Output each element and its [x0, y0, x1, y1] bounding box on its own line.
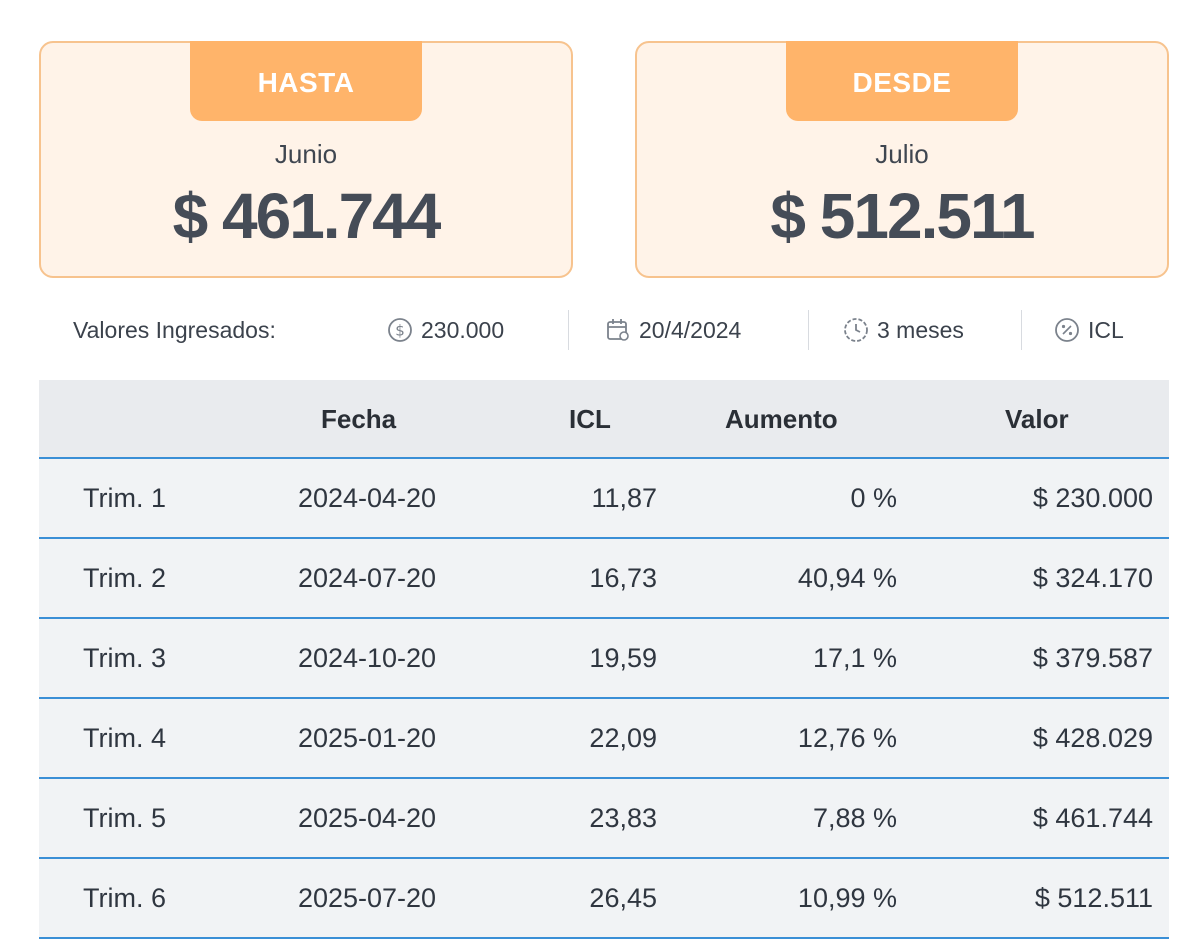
cell-aumento: 12,76 %	[797, 723, 897, 753]
cell-icl: 11,87	[591, 483, 657, 513]
table-row: Trim. 6 2025-07-20 26,45 10,99 % $ 512.5…	[39, 859, 1169, 939]
amount-value: 230.000	[421, 316, 505, 343]
table-row: Trim. 2 2024-07-20 16,73 40,94 % $ 324.1…	[39, 539, 1169, 619]
cell-period: Trim. 5	[83, 803, 166, 833]
divider	[568, 310, 569, 350]
hasta-card: HASTA Junio $ 461.744	[39, 41, 573, 278]
desde-tag: DESDE	[786, 41, 1018, 121]
cell-period: Trim. 2	[83, 563, 166, 593]
period-value: 3 meses	[877, 316, 964, 343]
date-value: 20/4/2024	[639, 316, 742, 343]
desde-month: Julio	[875, 139, 929, 169]
cell-period: Trim. 6	[83, 883, 166, 913]
cell-valor: $ 379.587	[1032, 643, 1153, 673]
cell-icl: 16,73	[589, 563, 657, 593]
amount-chip: $ 230.000	[387, 317, 504, 344]
hasta-tag: HASTA	[190, 41, 422, 121]
index-chip: ICL	[1054, 317, 1124, 344]
cell-aumento: 40,94 %	[797, 563, 897, 593]
cell-valor: $ 230.000	[1032, 483, 1153, 513]
table-row: Trim. 5 2025-04-20 23,83 7,88 % $ 461.74…	[39, 779, 1169, 859]
cell-period: Trim. 1	[83, 483, 166, 513]
dollar-circle-icon: $	[388, 318, 412, 342]
cell-icl: 19,59	[589, 643, 657, 673]
cell-valor: $ 512.511	[1034, 883, 1153, 913]
desde-amount: $ 512.511	[770, 180, 1035, 252]
cell-fecha: 2024-07-20	[297, 563, 437, 593]
cell-fecha: 2025-01-20	[297, 723, 437, 753]
cell-valor: $ 461.744	[1032, 803, 1153, 833]
column-header-fecha: Fecha	[321, 404, 397, 434]
period-chip: 3 meses	[843, 317, 964, 344]
cell-aumento: 10,99 %	[797, 883, 897, 913]
cell-aumento: 7,88 %	[812, 803, 897, 833]
results-table: Fecha ICL Aumento Valor Trim. 1 2024-04-…	[39, 380, 1169, 939]
table-row: Trim. 3 2024-10-20 19,59 17,1 % $ 379.58…	[39, 619, 1169, 699]
hasta-month: Junio	[274, 139, 338, 169]
column-header-valor: Valor	[1005, 404, 1069, 434]
cell-fecha: 2025-07-20	[297, 883, 437, 913]
input-values-label: Valores Ingresados:	[73, 316, 276, 343]
cell-icl: 26,45	[589, 883, 657, 913]
divider	[808, 310, 809, 350]
clock-icon	[844, 318, 868, 342]
input-values-bar: Valores Ingresados: $ 230.000 20/4/2024 …	[39, 306, 1169, 354]
desde-card: DESDE Julio $ 512.511	[635, 41, 1169, 278]
calendar-icon	[607, 319, 629, 341]
column-header-icl: ICL	[569, 404, 611, 434]
cell-fecha: 2024-04-20	[297, 483, 437, 513]
table-row: Trim. 4 2025-01-20 22,09 12,76 % $ 428.0…	[39, 699, 1169, 779]
hasta-amount: $ 461.744	[172, 180, 442, 252]
table-header: Fecha ICL Aumento Valor	[39, 380, 1169, 459]
column-header-aumento: Aumento	[725, 404, 838, 434]
cell-period: Trim. 4	[83, 723, 166, 753]
percent-circle-icon	[1055, 318, 1079, 342]
cell-icl: 23,83	[589, 803, 657, 833]
table-row: Trim. 1 2024-04-20 11,87 0 % $ 230.000	[39, 459, 1169, 539]
cell-period: Trim. 3	[83, 643, 166, 673]
divider	[1021, 310, 1022, 350]
svg-text:$: $	[395, 322, 405, 340]
cell-valor: $ 428.029	[1032, 723, 1153, 753]
index-value: ICL	[1088, 316, 1124, 343]
cell-aumento: 17,1 %	[812, 643, 897, 673]
date-chip: 20/4/2024	[605, 317, 741, 344]
cell-valor: $ 324.170	[1032, 563, 1153, 593]
cell-fecha: 2024-10-20	[297, 643, 437, 673]
cell-icl: 22,09	[589, 723, 657, 753]
cell-aumento: 0 %	[850, 483, 897, 513]
cell-fecha: 2025-04-20	[297, 803, 437, 833]
